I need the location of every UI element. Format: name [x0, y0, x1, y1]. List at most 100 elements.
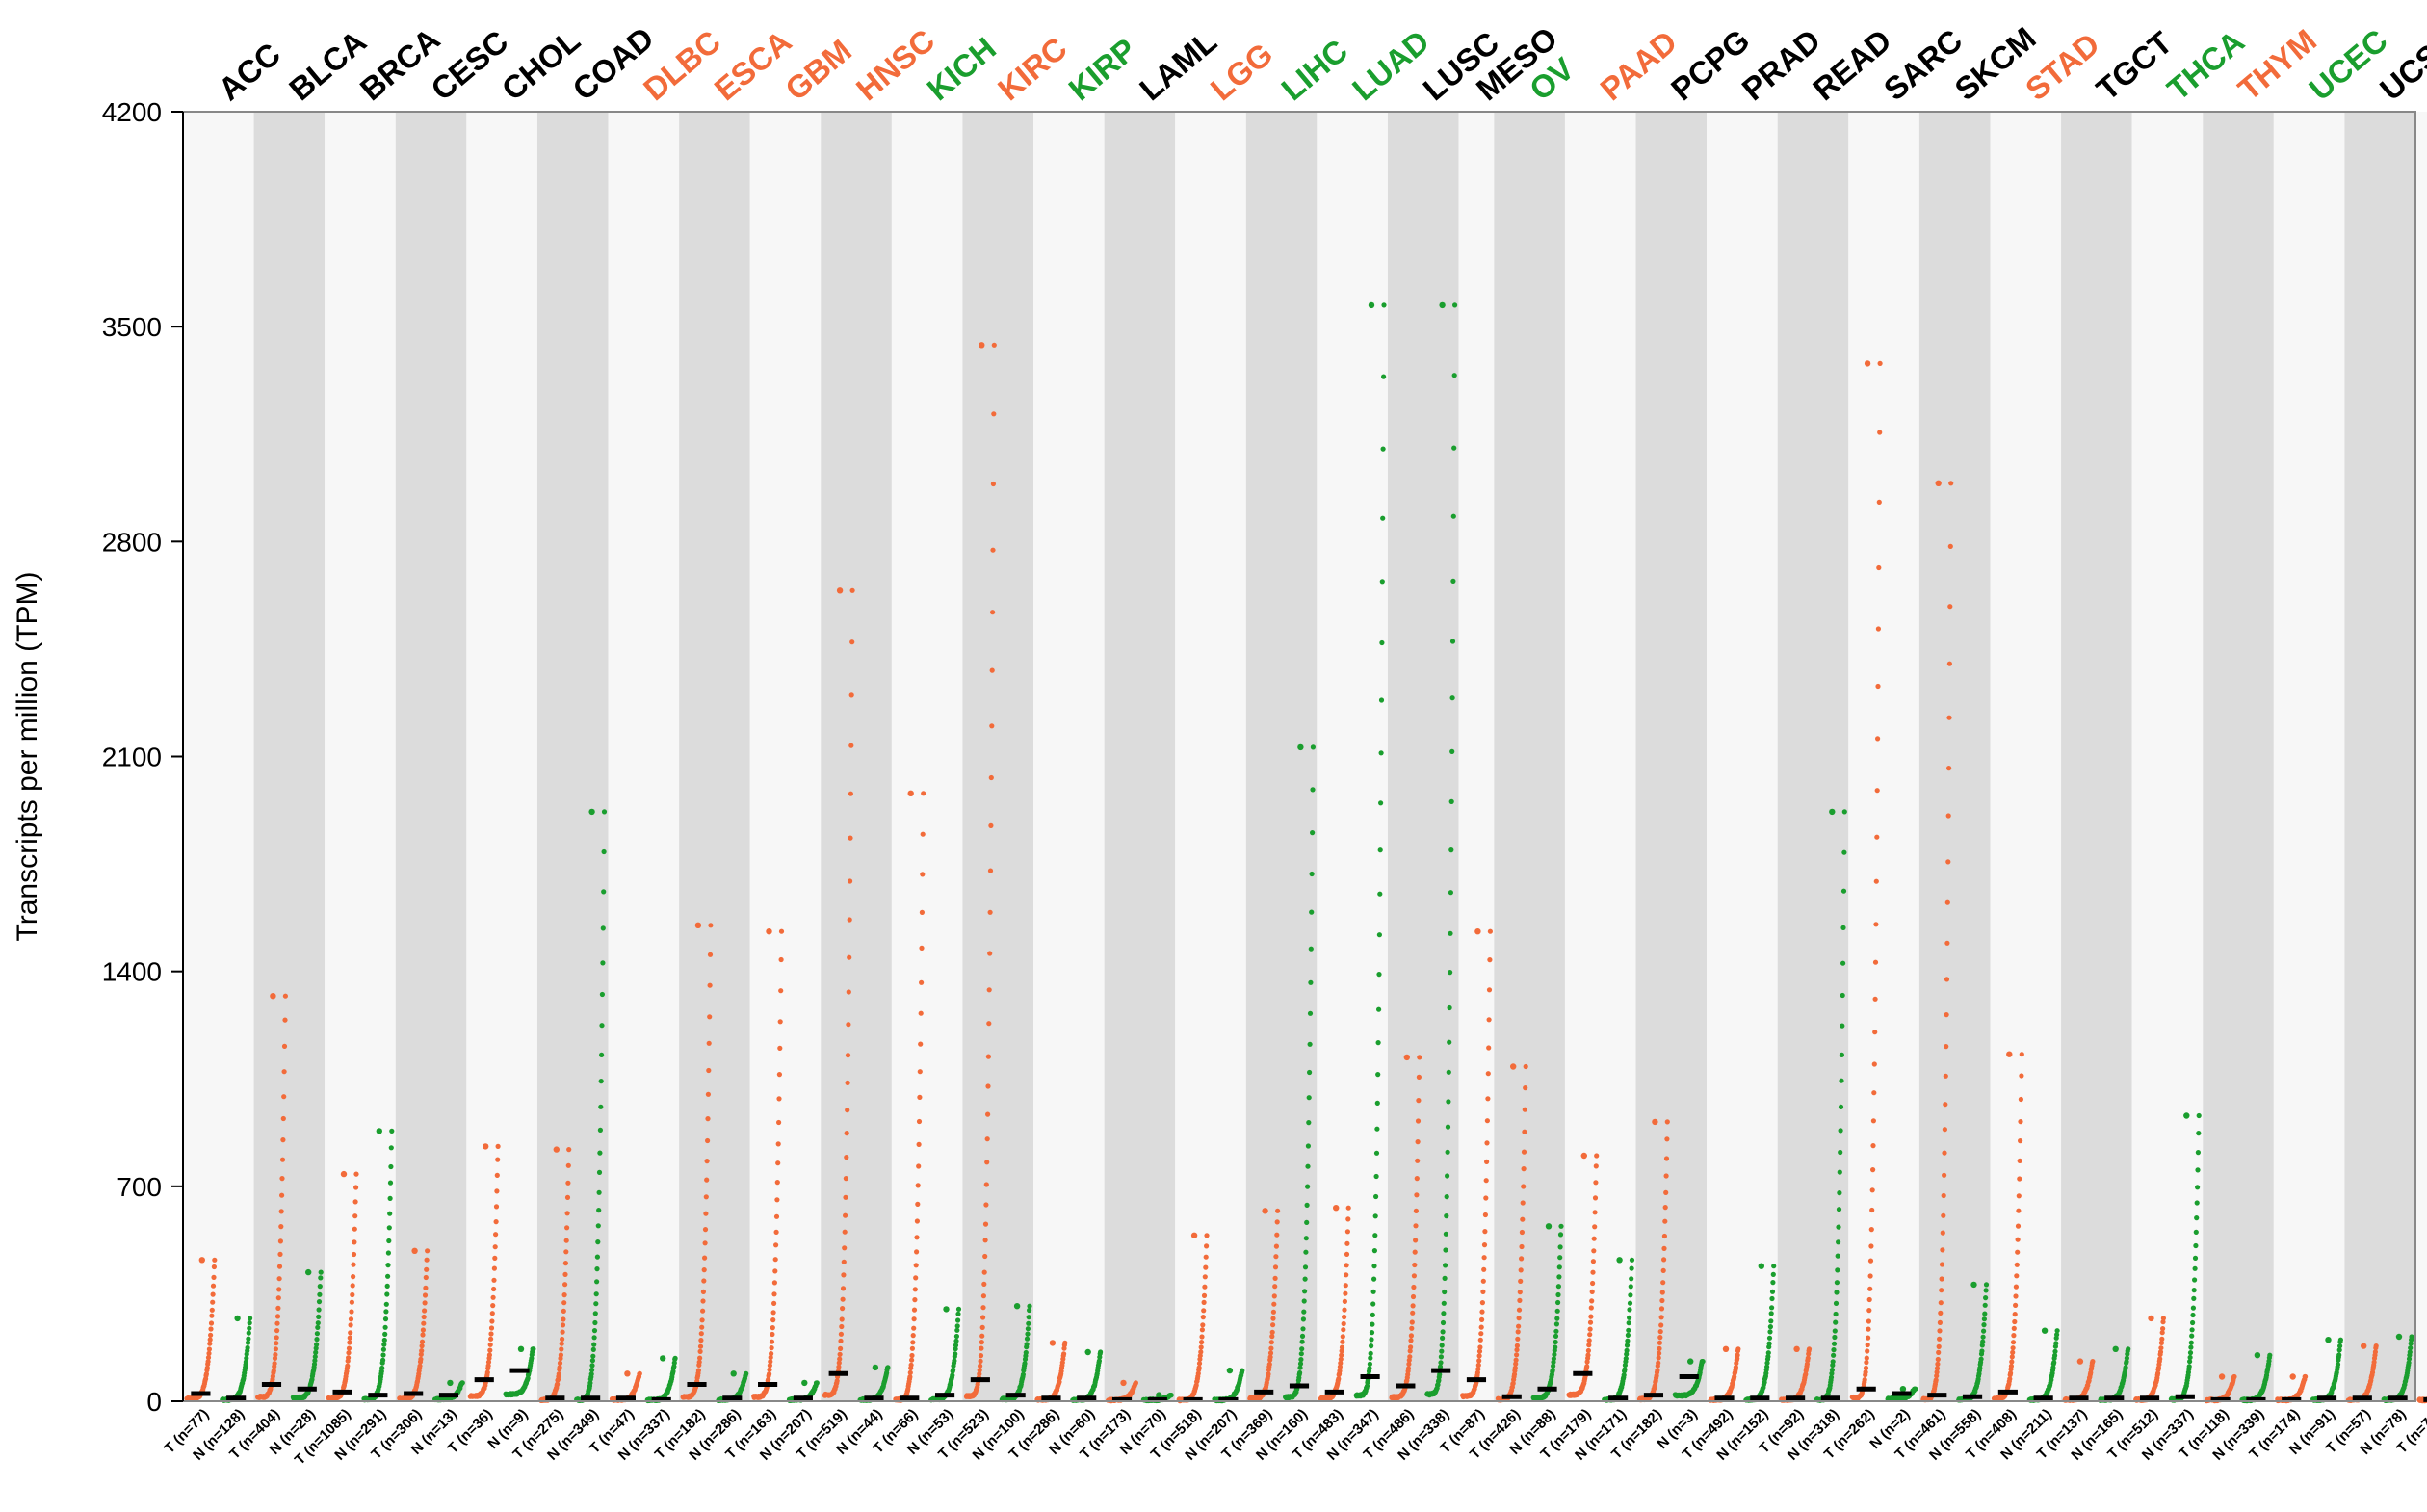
- dot-gbm-t: [775, 1180, 780, 1185]
- dot-chol-t: [495, 1173, 500, 1178]
- dot-kirc-t: [987, 987, 992, 992]
- dot-read-n: [1831, 1353, 1836, 1358]
- dot-hnsc-t: [848, 743, 853, 748]
- dot-luad-t: [1342, 1308, 1346, 1313]
- dot-skcm-t: [1936, 1350, 1941, 1355]
- dot-pcpg-t: [1662, 1234, 1667, 1238]
- dot-paad-t: [1592, 1224, 1597, 1229]
- dot-ucs-n: [2408, 1345, 2413, 1350]
- dot-pcpg-t: [1660, 1280, 1665, 1285]
- dot-kich-n: [955, 1323, 960, 1328]
- dot-kich-t: [917, 1142, 922, 1147]
- dot-paad-n: [1630, 1266, 1634, 1271]
- dot-kirc-n: [1024, 1350, 1029, 1355]
- dot-pcpg-t: [1655, 1368, 1659, 1372]
- dot-lusc-n: [1443, 1276, 1448, 1281]
- dot-luad-n: [1378, 847, 1383, 852]
- dot-esca-t: [698, 1338, 703, 1343]
- dot-kich-n: [954, 1334, 959, 1339]
- dot-lihc-n: [1302, 1289, 1307, 1293]
- dot-max-kirp-n: [1085, 1349, 1091, 1355]
- dot-kich-t: [909, 1363, 914, 1368]
- dot-pcpg-t: [1657, 1335, 1662, 1340]
- dot-brca-n: [388, 1164, 393, 1169]
- dot-max-lgg-t: [1191, 1233, 1197, 1238]
- dot-kich-n: [953, 1343, 958, 1347]
- dot-lusc-n: [1442, 1290, 1447, 1294]
- dot-sarc-t: [1867, 1297, 1872, 1302]
- dot-read-n: [1841, 889, 1846, 894]
- dot-sarc-t: [1871, 1118, 1876, 1123]
- dot-lihc-t: [1273, 1264, 1278, 1269]
- dot-skcm-n: [1980, 1340, 1985, 1344]
- dot-blca-n: [317, 1292, 322, 1297]
- dot-luad-n: [1377, 892, 1382, 897]
- dot-coad-n: [597, 1190, 602, 1195]
- dot-max-lusc-t: [1404, 1055, 1410, 1060]
- dot-lihc-t: [1272, 1293, 1277, 1298]
- dot-esca-t: [703, 1240, 708, 1245]
- dot-lusc-n: [1439, 1354, 1444, 1359]
- dot-paad-t: [1587, 1332, 1592, 1337]
- dot-kirc-t: [991, 482, 996, 486]
- dot-coad-n: [599, 1053, 604, 1057]
- dot-thca-n: [2191, 1306, 2196, 1311]
- dot-hnsc-t: [849, 639, 854, 644]
- dot-kirc-t: [980, 1325, 985, 1330]
- dot-sarc-t: [1868, 1259, 1873, 1264]
- dot-lusc-n: [1450, 695, 1455, 700]
- dot-kich-t: [911, 1333, 916, 1338]
- dot-brca-t: [347, 1346, 352, 1351]
- dot-coad-t: [564, 1225, 569, 1230]
- dot-blca-t: [277, 1252, 282, 1257]
- dot-gbm-n: [815, 1380, 820, 1385]
- dot-sarc-t: [1866, 1336, 1870, 1341]
- dot-kirc-t: [991, 411, 996, 416]
- dot-blca-n: [315, 1325, 320, 1330]
- dot-brca-n: [380, 1352, 385, 1357]
- dot-lgg-t: [1203, 1274, 1208, 1279]
- dot-coad-t: [562, 1282, 567, 1287]
- dot-lgg-t: [1198, 1349, 1203, 1354]
- band-blca: [254, 112, 326, 1401]
- dot-luad-n: [1375, 1101, 1380, 1106]
- dot-coad-n: [598, 1128, 603, 1133]
- dot-ov-n: [1553, 1329, 1558, 1334]
- dot-hnsc-t: [844, 1155, 848, 1160]
- dot-lihc-n: [1309, 910, 1314, 915]
- dot-max-kirc-t: [979, 342, 984, 348]
- dot-luad-n: [1373, 1213, 1378, 1218]
- dot-brca-t: [353, 1172, 358, 1177]
- dot-chol-t: [489, 1325, 494, 1330]
- dot-luad-n: [1373, 1194, 1378, 1199]
- dot-kich-n: [956, 1307, 961, 1312]
- dot-thca-n: [2192, 1277, 2197, 1282]
- dot-ov-n: [1555, 1309, 1560, 1314]
- dot-stad-t: [2012, 1326, 2017, 1331]
- dot-kirc-n: [1025, 1332, 1030, 1337]
- dot-stad-t: [2013, 1293, 2018, 1298]
- band-tgct: [2061, 112, 2132, 1401]
- dot-ov-t: [1522, 1150, 1527, 1155]
- dot-chol-t: [494, 1219, 499, 1224]
- dot-max-ucec-t: [2290, 1373, 2296, 1379]
- dot-read-n: [1832, 1342, 1837, 1346]
- dot-kirc-t: [990, 668, 995, 673]
- dot-lihc-n: [1310, 872, 1315, 876]
- dot-max-skcm-n: [1970, 1282, 1976, 1288]
- dot-esca-t: [696, 1368, 701, 1372]
- dot-lihc-n: [1300, 1340, 1305, 1344]
- dot-brca-n: [384, 1291, 389, 1296]
- dot-luad-n: [1370, 1322, 1374, 1327]
- dot-kirc-n: [1027, 1304, 1031, 1309]
- dot-kirc-t: [979, 1346, 983, 1351]
- dot-lusc-n: [1441, 1311, 1446, 1316]
- dot-meso-t: [1484, 1140, 1489, 1145]
- dot-pcpg-t: [1656, 1361, 1660, 1366]
- y-tick-label: 1400: [102, 957, 162, 987]
- dot-sarc-t: [1876, 565, 1881, 570]
- dot-thca-n: [2187, 1364, 2192, 1369]
- dot-lihc-t: [1266, 1371, 1270, 1376]
- dot-coad-n: [593, 1311, 598, 1316]
- dot-blca-t: [272, 1369, 276, 1373]
